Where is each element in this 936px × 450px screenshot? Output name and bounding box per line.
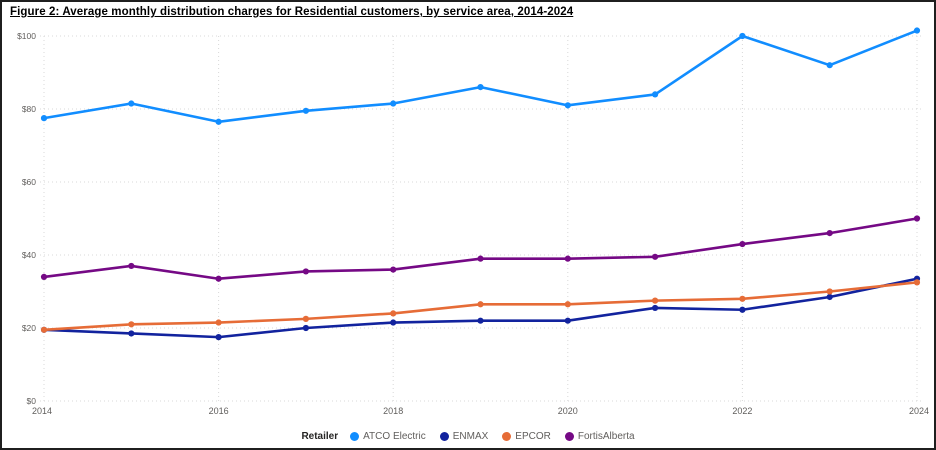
- data-point-atco-electric-2022[interactable]: [739, 32, 746, 40]
- data-point-atco-electric-2016[interactable]: [215, 118, 222, 125]
- y-axis-tick-label: $80: [22, 104, 36, 114]
- data-point-enmax-2017[interactable]: [302, 324, 309, 332]
- data-point-fortisalberta-2017[interactable]: [302, 268, 309, 275]
- data-point-epcor-2019[interactable]: [477, 301, 484, 308]
- data-point-epcor-2020[interactable]: [564, 301, 571, 308]
- data-point-epcor-2022[interactable]: [739, 295, 746, 302]
- legend-item-label: EPCOR: [515, 431, 551, 442]
- data-point-fortisalberta-2021[interactable]: [652, 253, 659, 260]
- y-axis-tick-label: $40: [22, 250, 36, 260]
- data-point-epcor-2017[interactable]: [302, 315, 309, 322]
- data-point-fortisalberta-2015[interactable]: [128, 262, 135, 270]
- x-axis-tick-label: 2018: [383, 406, 403, 416]
- legend-swatch-icon: [350, 432, 360, 441]
- data-point-epcor-2023[interactable]: [826, 288, 833, 295]
- data-point-fortisalberta-2022[interactable]: [739, 240, 746, 248]
- data-point-fortisalberta-2024[interactable]: [913, 215, 921, 222]
- legend-item-label: ATCO Electric: [363, 431, 426, 442]
- legend-swatch-icon: [439, 432, 449, 441]
- data-point-atco-electric-2024[interactable]: [913, 27, 921, 34]
- data-point-enmax-2018[interactable]: [390, 319, 397, 326]
- data-point-epcor-2018[interactable]: [390, 310, 397, 317]
- x-axis-tick-label: 2016: [209, 406, 229, 416]
- data-point-epcor-2014[interactable]: [40, 326, 48, 333]
- data-point-atco-electric-2014[interactable]: [40, 115, 48, 122]
- x-axis-tick-label: 2022: [732, 406, 752, 416]
- legend-item-epcor[interactable]: EPCOR: [502, 431, 551, 442]
- data-point-atco-electric-2017[interactable]: [302, 107, 309, 114]
- y-axis-tick-label: $100: [17, 31, 36, 41]
- legend-item-label: FortisAlberta: [577, 431, 635, 442]
- legend-swatch-icon: [502, 432, 512, 441]
- x-axis-tick-label: 2024: [909, 406, 929, 416]
- legend-item-label: ENMAX: [452, 431, 489, 442]
- data-point-enmax-2022[interactable]: [739, 306, 746, 313]
- legend-item-enmax[interactable]: ENMAX: [439, 431, 489, 442]
- data-point-fortisalberta-2020[interactable]: [564, 255, 571, 262]
- data-point-atco-electric-2021[interactable]: [652, 91, 659, 98]
- y-axis-tick-label: $20: [22, 323, 36, 333]
- data-point-fortisalberta-2023[interactable]: [826, 230, 833, 237]
- legend-item-atco-electric[interactable]: ATCO Electric: [350, 431, 426, 442]
- legend-title: Retailer: [301, 431, 339, 442]
- data-point-enmax-2020[interactable]: [564, 317, 571, 324]
- x-axis-tick-label: 2020: [558, 406, 578, 416]
- data-point-atco-electric-2018[interactable]: [390, 100, 397, 107]
- data-point-fortisalberta-2018[interactable]: [390, 266, 397, 273]
- data-point-atco-electric-2023[interactable]: [826, 62, 833, 69]
- data-point-epcor-2016[interactable]: [215, 319, 222, 326]
- series-line-fortisalberta[interactable]: [42, 217, 919, 281]
- data-point-epcor-2024[interactable]: [913, 279, 921, 286]
- data-point-epcor-2021[interactable]: [652, 297, 659, 304]
- data-point-atco-electric-2020[interactable]: [564, 102, 571, 109]
- data-point-epcor-2015[interactable]: [128, 321, 135, 328]
- figure-title: Figure 2: Average monthly distribution c…: [10, 6, 574, 18]
- legend-items: ATCO Electric ENMAX EPCOR FortisAlberta: [350, 431, 635, 442]
- legend-item-fortisalberta[interactable]: FortisAlberta: [564, 431, 635, 442]
- data-point-enmax-2021[interactable]: [652, 304, 659, 312]
- y-axis-tick-label: $60: [22, 177, 36, 187]
- data-point-fortisalberta-2019[interactable]: [477, 255, 484, 262]
- y-axis-tick-label: $0: [27, 396, 37, 406]
- data-point-fortisalberta-2014[interactable]: [40, 273, 48, 280]
- x-axis-tick-label: 2014: [32, 406, 52, 416]
- data-point-fortisalberta-2016[interactable]: [215, 275, 222, 282]
- data-point-enmax-2016[interactable]: [215, 334, 222, 341]
- series-line-atco-electric[interactable]: [42, 29, 919, 124]
- data-point-atco-electric-2015[interactable]: [128, 100, 135, 107]
- data-point-enmax-2023[interactable]: [826, 293, 833, 301]
- data-point-enmax-2019[interactable]: [477, 317, 484, 324]
- chart-legend: Retailer ATCO Electric ENMAX EPCOR FortisAl…: [2, 431, 934, 442]
- data-point-atco-electric-2019[interactable]: [477, 84, 484, 91]
- legend-swatch-icon: [564, 432, 574, 441]
- data-point-enmax-2015[interactable]: [128, 330, 135, 337]
